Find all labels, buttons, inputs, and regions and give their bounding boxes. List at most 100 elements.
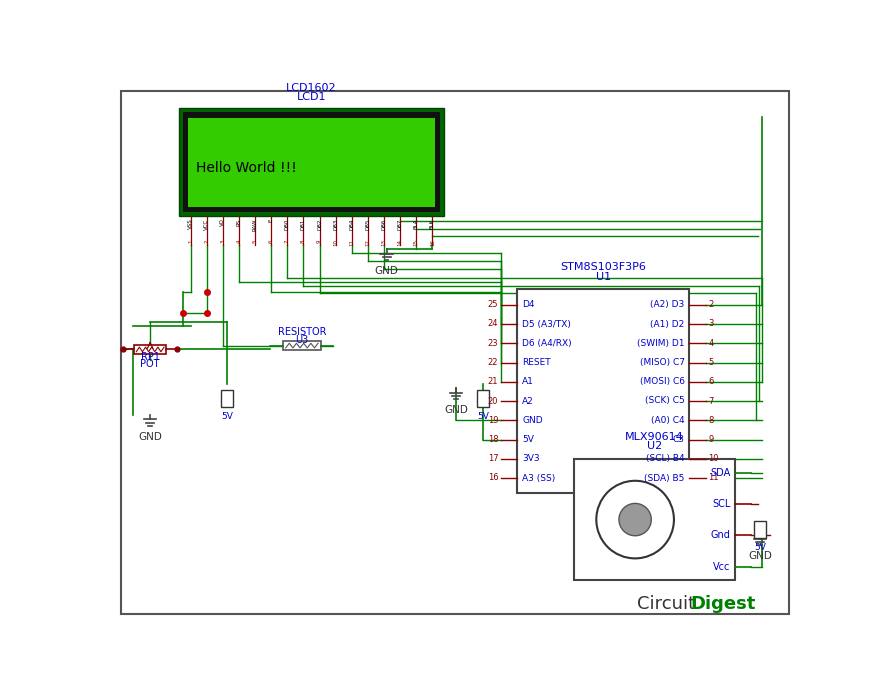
Text: 2: 2 bbox=[204, 239, 210, 243]
Text: 16: 16 bbox=[488, 473, 498, 482]
Text: A2: A2 bbox=[522, 396, 534, 406]
Text: 14: 14 bbox=[398, 239, 402, 246]
Text: 2: 2 bbox=[709, 300, 714, 309]
Text: 1: 1 bbox=[188, 239, 193, 243]
Text: U2: U2 bbox=[646, 441, 662, 451]
Text: RESET: RESET bbox=[522, 358, 551, 367]
Text: GND: GND bbox=[444, 405, 468, 415]
Bar bbox=[574, 459, 735, 581]
Bar bbox=[518, 290, 689, 493]
Text: 5V: 5V bbox=[522, 435, 534, 444]
Text: DB6: DB6 bbox=[382, 218, 386, 230]
Text: 5V: 5V bbox=[754, 543, 766, 552]
Text: (SDA) B5: (SDA) B5 bbox=[644, 473, 685, 482]
Text: DB3: DB3 bbox=[333, 218, 338, 230]
Text: DB0: DB0 bbox=[285, 218, 289, 230]
Text: Circuit: Circuit bbox=[637, 595, 695, 613]
Text: 7: 7 bbox=[709, 396, 714, 406]
Text: DB1: DB1 bbox=[301, 218, 306, 230]
Text: 5: 5 bbox=[252, 239, 258, 243]
Text: GND: GND bbox=[375, 266, 399, 276]
Text: 8: 8 bbox=[301, 239, 306, 243]
Text: RESISTOR: RESISTOR bbox=[278, 327, 326, 337]
Text: 17: 17 bbox=[488, 454, 498, 463]
Text: 11: 11 bbox=[709, 473, 719, 482]
Circle shape bbox=[619, 503, 651, 536]
Text: VCC: VCC bbox=[204, 218, 210, 230]
Text: LCD1602: LCD1602 bbox=[286, 83, 337, 93]
Bar bbox=[221, 390, 234, 407]
Text: LCD1: LCD1 bbox=[297, 92, 326, 102]
Text: D5 (A3/TX): D5 (A3/TX) bbox=[522, 320, 571, 329]
Text: (MISO) C7: (MISO) C7 bbox=[639, 358, 685, 367]
Text: U1: U1 bbox=[596, 272, 611, 282]
Text: 5V: 5V bbox=[477, 412, 488, 421]
Text: D4: D4 bbox=[522, 300, 535, 309]
Text: 4: 4 bbox=[236, 239, 242, 243]
Text: 22: 22 bbox=[488, 358, 498, 367]
Text: 9: 9 bbox=[709, 435, 714, 444]
Bar bbox=[477, 390, 489, 407]
Text: 9: 9 bbox=[317, 239, 322, 243]
Text: GND: GND bbox=[139, 432, 163, 442]
Text: 6: 6 bbox=[269, 239, 274, 243]
Text: RS: RS bbox=[236, 218, 242, 225]
Text: 4: 4 bbox=[709, 339, 714, 348]
Text: A3 (SS): A3 (SS) bbox=[522, 473, 555, 482]
Text: 19: 19 bbox=[488, 416, 498, 425]
Text: SDA: SDA bbox=[710, 468, 731, 477]
Text: (A2) D3: (A2) D3 bbox=[650, 300, 685, 309]
Text: Vcc: Vcc bbox=[713, 562, 731, 572]
Text: RAW: RAW bbox=[252, 218, 258, 231]
Text: DB5: DB5 bbox=[366, 218, 370, 230]
Text: MLX90614: MLX90614 bbox=[625, 432, 684, 442]
Text: BLA: BLA bbox=[414, 218, 419, 229]
Text: U3: U3 bbox=[295, 335, 308, 345]
Bar bbox=[183, 112, 440, 212]
Text: (A0) C4: (A0) C4 bbox=[651, 416, 685, 425]
Text: DB7: DB7 bbox=[398, 218, 402, 230]
Text: 23: 23 bbox=[488, 339, 498, 348]
Text: POT: POT bbox=[140, 359, 160, 369]
Text: 11: 11 bbox=[349, 239, 354, 246]
Text: 6: 6 bbox=[709, 377, 714, 386]
Text: 13: 13 bbox=[382, 239, 386, 246]
Text: 18: 18 bbox=[488, 435, 498, 444]
Bar bbox=[134, 345, 166, 354]
Text: (MOSI) C6: (MOSI) C6 bbox=[639, 377, 685, 386]
Text: GND: GND bbox=[748, 551, 772, 561]
Bar bbox=[178, 108, 444, 216]
Bar bbox=[282, 341, 321, 350]
Text: D6 (A4/RX): D6 (A4/RX) bbox=[522, 339, 572, 348]
Text: 10: 10 bbox=[333, 239, 338, 246]
Text: 10: 10 bbox=[709, 454, 719, 463]
Bar bbox=[188, 118, 435, 207]
Circle shape bbox=[597, 481, 674, 558]
Text: 16: 16 bbox=[430, 239, 435, 246]
Text: E: E bbox=[269, 218, 274, 222]
Text: RP1: RP1 bbox=[140, 352, 160, 362]
Text: (SCL) B4: (SCL) B4 bbox=[646, 454, 685, 463]
Text: 20: 20 bbox=[488, 396, 498, 406]
Text: (A1) D2: (A1) D2 bbox=[650, 320, 685, 329]
Text: 3: 3 bbox=[220, 239, 226, 243]
Text: DB4: DB4 bbox=[349, 218, 354, 230]
Text: 3: 3 bbox=[709, 320, 714, 329]
Text: 15: 15 bbox=[414, 239, 419, 246]
Text: (SCK) C5: (SCK) C5 bbox=[645, 396, 685, 406]
Text: 5V: 5V bbox=[221, 412, 234, 421]
Text: 12: 12 bbox=[366, 239, 370, 246]
Text: Digest: Digest bbox=[691, 595, 756, 613]
Text: 8: 8 bbox=[709, 416, 714, 425]
Text: 25: 25 bbox=[488, 300, 498, 309]
Text: GND: GND bbox=[522, 416, 543, 425]
Text: STM8S103F3P6: STM8S103F3P6 bbox=[560, 262, 646, 272]
Text: 21: 21 bbox=[488, 377, 498, 386]
Text: Gnd: Gnd bbox=[711, 530, 731, 540]
Bar bbox=[754, 521, 766, 538]
Text: 24: 24 bbox=[488, 320, 498, 329]
Text: DB2: DB2 bbox=[317, 218, 322, 230]
Text: C3: C3 bbox=[672, 435, 685, 444]
Text: Hello World !!!: Hello World !!! bbox=[195, 161, 297, 174]
Text: 5: 5 bbox=[709, 358, 714, 367]
